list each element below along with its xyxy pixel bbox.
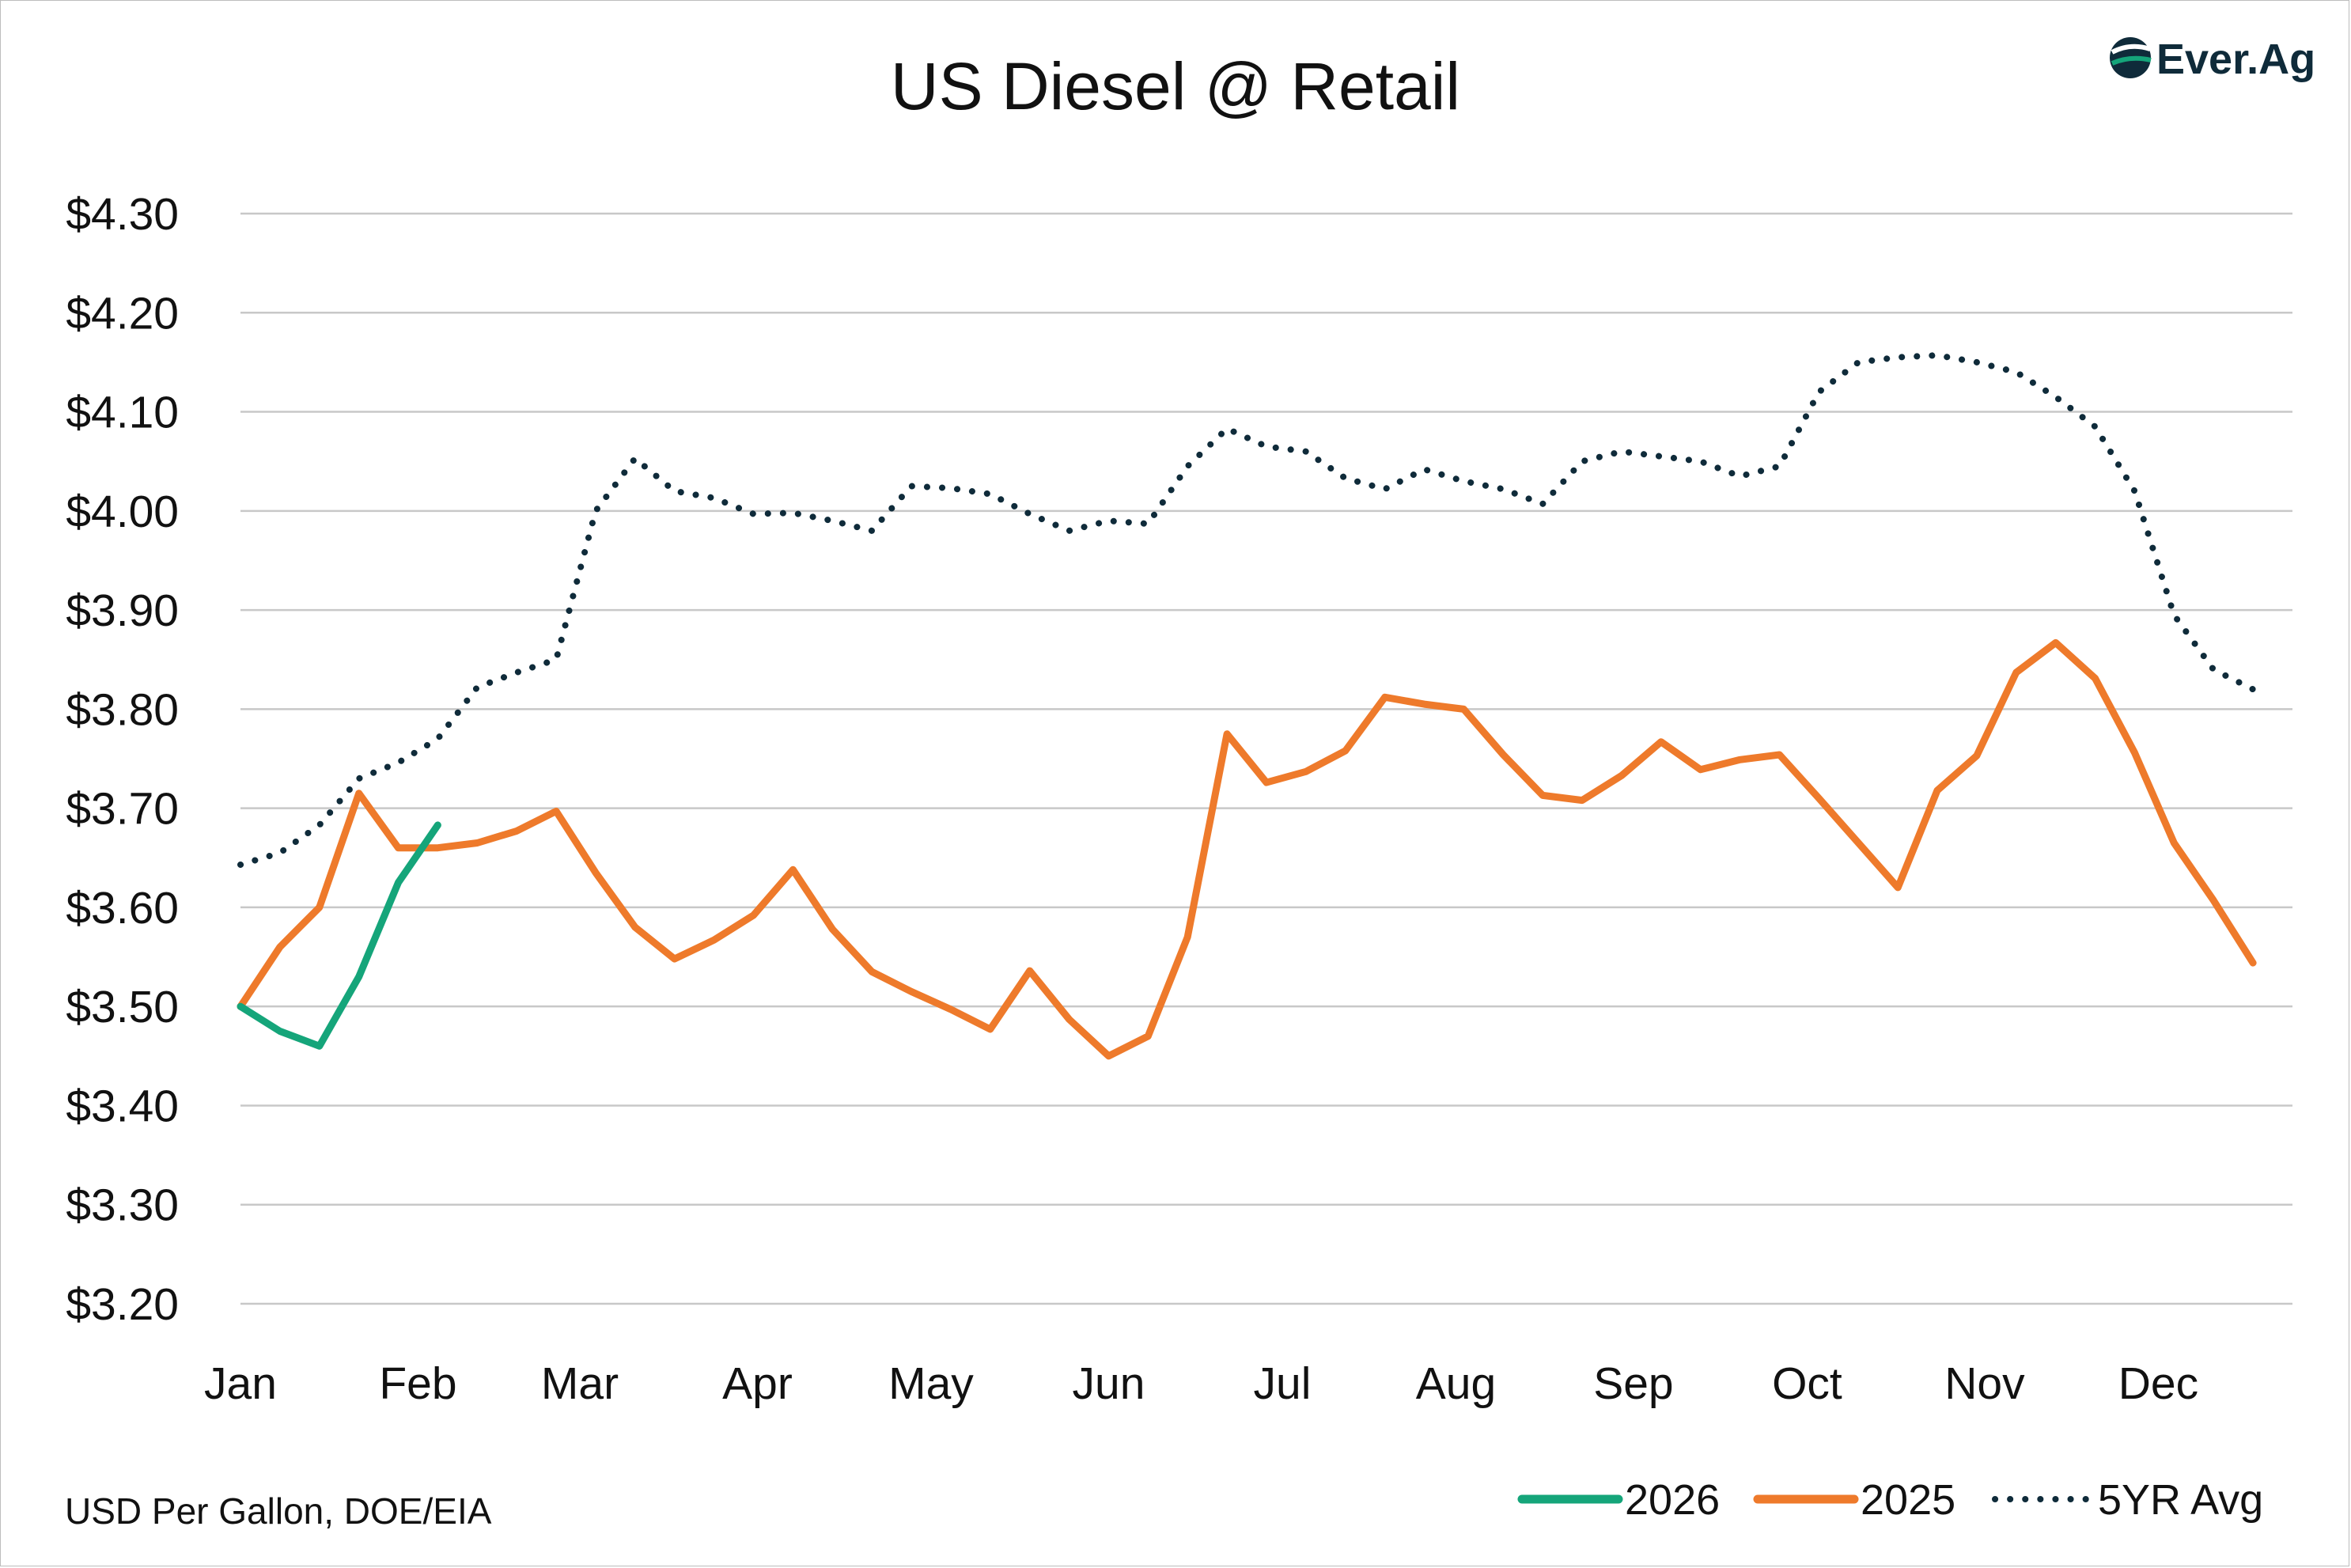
legend-label-2025: 2025 [1861, 1476, 1955, 1524]
source-note: USD Per Gallon, DOE/EIA [65, 1490, 492, 1532]
y-axis-ticks: $4.30 $4.20 $4.10 $4.00 $3.90 $3.80 $3.70 $3.60… [66, 189, 179, 1330]
legend: 2026 2025 5YR Avg [1517, 1476, 2263, 1524]
y-tick-label: $3.80 [66, 684, 179, 735]
series-line-2025 [237, 638, 2257, 1060]
x-tick-label: Dec [2118, 1358, 2198, 1409]
ever-ag-logo: Ever.Ag [2110, 36, 2315, 83]
series-line-2026 [237, 821, 441, 1050]
y-tick-label: $3.40 [66, 1081, 179, 1131]
y-tick-label: $3.50 [66, 982, 179, 1032]
y-tick-label: $3.70 [66, 784, 179, 835]
x-tick-label: Oct [1772, 1358, 1842, 1409]
x-tick-label: Mar [541, 1358, 619, 1409]
y-tick-label: $4.10 [66, 388, 179, 438]
y-tick-label: $4.00 [66, 487, 179, 537]
y-tick-label: $3.30 [66, 1180, 179, 1231]
y-tick-label: $3.90 [66, 585, 179, 636]
x-tick-label: Jun [1073, 1358, 1145, 1409]
legend-label-2026: 2026 [1625, 1476, 1720, 1524]
legend-item-5yr-avg: 5YR Avg [1992, 1476, 2263, 1524]
y-tick-label: $4.20 [66, 288, 179, 339]
x-axis-ticks: Jan Feb Mar Apr May Jun Jul Aug Sep Oct Nov Dec [204, 1358, 2198, 1409]
x-tick-label: Feb [379, 1358, 456, 1409]
series-line-5yr-avg [237, 352, 2257, 868]
x-tick-label: Sep [1593, 1358, 1673, 1409]
ever-ag-logo-text: Ever.Ag [2156, 36, 2315, 83]
gridlines [240, 212, 2292, 1305]
ever-ag-logo-icon [2110, 37, 2152, 78]
x-tick-label: Aug [1416, 1358, 1496, 1409]
x-tick-label: Apr [722, 1358, 793, 1409]
chart-title: US Diesel @ Retail [891, 49, 1460, 123]
y-tick-label: $3.20 [66, 1279, 179, 1330]
y-tick-label: $3.60 [66, 883, 179, 934]
y-tick-label: $4.30 [66, 189, 179, 240]
x-tick-label: Nov [1944, 1358, 2025, 1409]
x-tick-label: Jul [1254, 1358, 1312, 1409]
legend-label-5yr-avg: 5YR Avg [2098, 1476, 2263, 1524]
x-tick-label: May [888, 1358, 974, 1409]
series-lines [237, 352, 2257, 1060]
legend-item-2026: 2026 [1517, 1476, 1720, 1524]
x-tick-label: Jan [204, 1358, 277, 1409]
legend-item-2025: 2025 [1753, 1476, 1955, 1524]
